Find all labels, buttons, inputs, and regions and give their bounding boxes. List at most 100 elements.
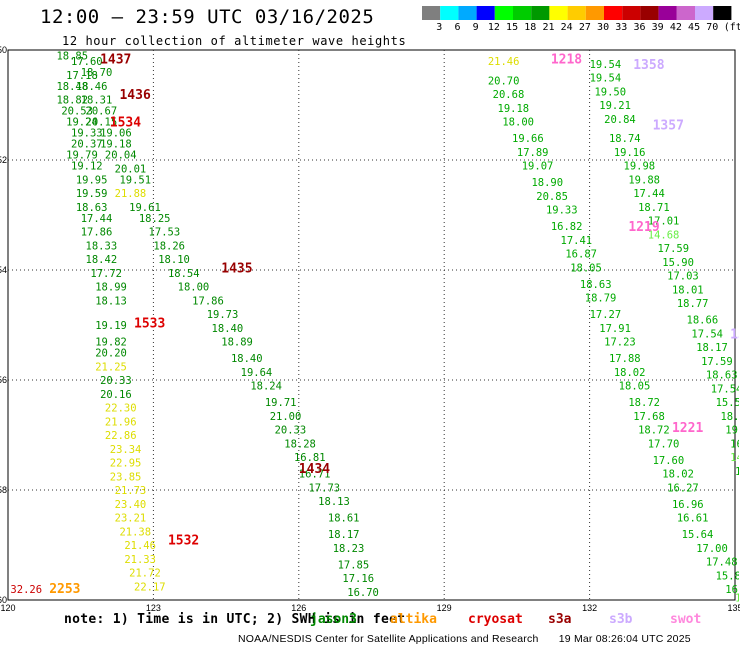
scale-swatch: [422, 6, 441, 20]
wave-height-reading: 20.85: [536, 191, 568, 203]
wave-height-reading: 20.01: [115, 163, 147, 175]
scale-swatch: [658, 6, 677, 20]
wave-height-reading: 18.00: [178, 282, 210, 294]
wave-height-reading: 18.26: [153, 240, 185, 252]
wave-height-reading: 19.51: [119, 174, 151, 186]
wave-height-reading: 18.89: [720, 411, 740, 423]
wave-height-reading: 17.23: [604, 337, 636, 349]
wave-height-reading: 18.02: [662, 469, 694, 481]
wave-height-reading: 17.59: [657, 243, 689, 255]
wave-height-reading: 17.44: [357, 603, 389, 615]
wave-height-reading: 19.28: [725, 425, 740, 437]
scale-label: 33: [615, 22, 628, 33]
scale-swatch: [476, 6, 495, 20]
wave-height-reading: 19.71: [265, 397, 297, 409]
pass-time-label: 1434: [299, 462, 330, 477]
scale-label: 24: [560, 22, 573, 33]
lon-tick-label: 129: [437, 603, 452, 613]
wave-height-reading: 17.88: [609, 353, 641, 365]
wave-height-reading: 19.61: [129, 202, 161, 214]
wave-height-reading: 18.63: [76, 202, 108, 214]
scale-swatch: [604, 6, 623, 20]
wave-height-reading: 20.15: [86, 117, 118, 129]
wave-height-reading: 16.87: [565, 249, 597, 261]
credit-footer: NOAA/NESDIS Center for Satellite Applica…: [238, 633, 691, 645]
scale-label: 15: [506, 22, 519, 33]
wave-height-reading: 21.46: [124, 540, 156, 552]
wave-height-reading: 18.40: [212, 323, 244, 335]
wave-height-reading: 20.84: [604, 114, 636, 126]
wave-height-reading: 19.18: [100, 139, 132, 151]
satellite-label: jason3: [310, 612, 357, 627]
scale-label: 30: [597, 22, 610, 33]
wave-height-reading: 18.90: [531, 177, 563, 189]
wave-height-reading: 20.04: [105, 150, 137, 162]
lon-tick-label: 126: [291, 603, 306, 613]
wave-height-reading: 18.01: [672, 284, 704, 296]
wave-height-reading: 22.30: [105, 403, 137, 415]
pass-time-label: 1358: [633, 58, 664, 73]
wave-height-reading: 18.13: [95, 295, 127, 307]
wave-height-reading: 15.64: [682, 529, 714, 541]
lon-tick-label: 120: [0, 603, 15, 613]
wave-height-reading: 19.54: [590, 59, 622, 71]
wave-height-reading: 18.00: [502, 117, 534, 129]
scale-label: 70: [706, 22, 719, 33]
wave-height-reading: 17.48: [706, 557, 738, 569]
wave-height-reading: 18.61: [328, 513, 360, 525]
lon-tick-label: 132: [582, 603, 597, 613]
wave-height-reading: 14.99: [730, 452, 740, 464]
scale-label: 39: [651, 22, 664, 33]
wave-height-reading: 17.68: [633, 411, 665, 423]
wave-height-reading: 17.89: [517, 147, 549, 159]
wave-height-reading: 18.54: [168, 268, 200, 280]
wave-height-reading: 17.60: [653, 455, 685, 467]
lon-tick-label: 123: [146, 603, 161, 613]
wave-height-reading: 19.98: [624, 161, 656, 173]
wave-height-reading: 19.82: [95, 337, 127, 349]
map-frame: [7, 49, 736, 601]
wave-height-reading: 18.77: [677, 298, 709, 310]
scale-swatch: [494, 6, 513, 20]
wave-height-reading: 19.79: [66, 150, 98, 162]
scale-label: 36: [633, 22, 646, 33]
timestamp-text: 19 Mar 08:26:04 UTC 2025: [558, 633, 691, 645]
wave-height-reading: 21.73: [115, 485, 147, 497]
wave-height-reading: 18.33: [86, 240, 118, 252]
wave-height-reading: 18.48: [56, 81, 88, 93]
scale-swatch: [713, 6, 732, 20]
page-title: 12:00 — 23:59 UTC 03/16/2025: [40, 6, 375, 28]
wave-height-reading: 20.33: [100, 375, 132, 387]
wave-height-reading: 15.55: [716, 397, 740, 409]
wave-height-reading: 19.33: [546, 205, 578, 217]
wave-height-reading: 18.89: [221, 337, 253, 349]
wave-height-reading: 17.54: [711, 383, 740, 395]
wave-height-reading: 23.40: [115, 499, 147, 511]
wave-height-reading: 18.31: [81, 95, 113, 107]
scale-swatch: [695, 6, 714, 20]
wave-height-reading: 22.17: [134, 581, 166, 593]
wave-height-reading: 21.38: [119, 526, 151, 538]
pass-time-label: 1532: [168, 534, 199, 549]
page-subtitle: 12 hour collection of altimeter wave hei…: [62, 34, 407, 48]
wave-height-reading: 16.27: [667, 482, 699, 494]
corner-label: 2253: [49, 582, 80, 597]
wave-height-reading: 18.66: [687, 315, 719, 327]
wave-height-reading: 17.00: [696, 543, 728, 555]
wave-height-reading: 19.33: [71, 128, 103, 140]
scale-label: 6: [454, 22, 461, 33]
wave-height-reading: 14.5: [735, 592, 740, 604]
scale-swatch: [585, 6, 604, 20]
wave-height-reading: 23.21: [115, 513, 147, 525]
wave-height-reading: 21.96: [105, 416, 137, 428]
wave-height-reading: 18.46: [76, 81, 108, 93]
wave-height-reading: 19.07: [522, 161, 554, 173]
scale-unit: (ft): [723, 22, 740, 33]
wave-height-reading: 17.86: [192, 295, 224, 307]
wave-height-reading: 16.89: [735, 466, 740, 478]
wave-height-reading: 17.18: [66, 70, 98, 82]
wave-height-reading: 19.21: [599, 100, 631, 112]
scale-label: 18: [524, 22, 537, 33]
wave-height-reading: 18.05: [619, 381, 651, 393]
